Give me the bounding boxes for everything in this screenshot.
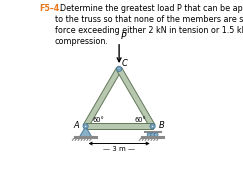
Polygon shape <box>79 127 92 137</box>
Circle shape <box>154 133 158 137</box>
Circle shape <box>150 124 155 129</box>
Text: 60°: 60° <box>134 118 146 123</box>
Text: — 3 m —: — 3 m — <box>103 146 135 152</box>
Text: 60°: 60° <box>92 118 104 123</box>
Polygon shape <box>117 67 155 128</box>
Text: B: B <box>159 121 165 130</box>
Circle shape <box>118 68 120 70</box>
Polygon shape <box>83 67 122 128</box>
Circle shape <box>83 124 88 129</box>
Text: F5–4.: F5–4. <box>39 3 63 12</box>
Text: P: P <box>121 32 126 41</box>
Text: Determine the greatest load P that can be applied
to the truss so that none of t: Determine the greatest load P that can b… <box>54 3 243 46</box>
Circle shape <box>152 125 154 127</box>
Polygon shape <box>86 123 153 129</box>
Text: C: C <box>122 59 128 68</box>
Circle shape <box>147 133 151 137</box>
Text: A: A <box>73 121 79 130</box>
Circle shape <box>85 125 87 127</box>
Circle shape <box>151 133 155 137</box>
Circle shape <box>117 66 122 71</box>
